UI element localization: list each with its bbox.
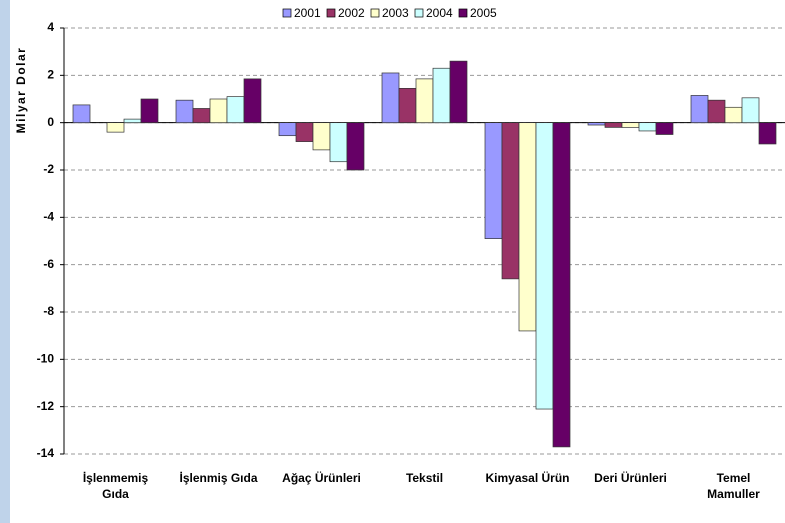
bar bbox=[123, 118, 142, 124]
legend-swatch bbox=[458, 8, 468, 18]
bar bbox=[329, 122, 348, 163]
y-tick-label: -10 bbox=[37, 352, 55, 366]
bar bbox=[140, 98, 159, 124]
legend-swatch bbox=[326, 8, 336, 18]
bar bbox=[604, 122, 623, 128]
bar bbox=[175, 99, 194, 124]
bar bbox=[226, 96, 245, 124]
y-tick-label: -6 bbox=[43, 257, 54, 271]
bar bbox=[295, 122, 314, 142]
y-tick-label: -4 bbox=[43, 210, 54, 224]
bar bbox=[381, 72, 400, 124]
bar bbox=[552, 122, 571, 448]
y-tick-label: 0 bbox=[47, 115, 54, 129]
x-tick-label: İşlenmiş Gıda bbox=[179, 471, 258, 485]
legend-label: 2005 bbox=[470, 6, 497, 20]
bar bbox=[106, 122, 125, 133]
bar bbox=[741, 97, 760, 124]
bar bbox=[398, 87, 417, 124]
legend-swatch bbox=[414, 8, 424, 18]
legend-label: 2001 bbox=[294, 6, 321, 20]
x-tick-label: Deri Ürünleri bbox=[594, 471, 667, 485]
legend-swatch bbox=[282, 8, 292, 18]
y-tick-label: 2 bbox=[47, 68, 54, 82]
x-tick-label: Ağaç Ürünleri bbox=[282, 471, 361, 485]
bar bbox=[638, 122, 657, 132]
bar bbox=[192, 108, 211, 124]
bar bbox=[587, 122, 606, 126]
x-tick-label: İşlenmemiş Gıda bbox=[82, 471, 149, 501]
bar bbox=[312, 122, 331, 151]
bar bbox=[278, 122, 297, 137]
bar bbox=[621, 122, 640, 128]
legend-label: 2004 bbox=[426, 6, 453, 20]
y-tick-label: -12 bbox=[37, 399, 55, 413]
bar bbox=[243, 78, 262, 124]
bar bbox=[449, 60, 468, 124]
legend-label: 2003 bbox=[382, 6, 409, 20]
bar bbox=[724, 106, 743, 124]
bar bbox=[501, 122, 520, 280]
y-tick-label: -8 bbox=[43, 304, 54, 318]
bar bbox=[432, 67, 451, 124]
x-tick-label: Temel Mamuller bbox=[707, 471, 760, 501]
bar bbox=[484, 122, 503, 239]
y-tick-label: -14 bbox=[37, 446, 55, 460]
y-tick-label: -2 bbox=[43, 162, 54, 176]
bar bbox=[707, 99, 726, 124]
legend-label: 2002 bbox=[338, 6, 365, 20]
y-axis-label: Milyar Dolar bbox=[14, 47, 28, 134]
x-tick-label: Kimyasal Ürün bbox=[485, 471, 570, 485]
y-tick-label: 4 bbox=[47, 20, 54, 34]
bar bbox=[518, 122, 537, 332]
legend-swatch bbox=[370, 8, 380, 18]
bar bbox=[535, 122, 554, 410]
bar bbox=[346, 122, 365, 171]
bar bbox=[72, 104, 91, 124]
bar bbox=[655, 122, 674, 135]
bar bbox=[209, 98, 228, 124]
bar bbox=[758, 122, 777, 145]
side-strip bbox=[0, 0, 10, 523]
bar bbox=[690, 95, 709, 124]
bar bbox=[415, 78, 434, 124]
x-tick-label: Tekstil bbox=[405, 471, 444, 485]
